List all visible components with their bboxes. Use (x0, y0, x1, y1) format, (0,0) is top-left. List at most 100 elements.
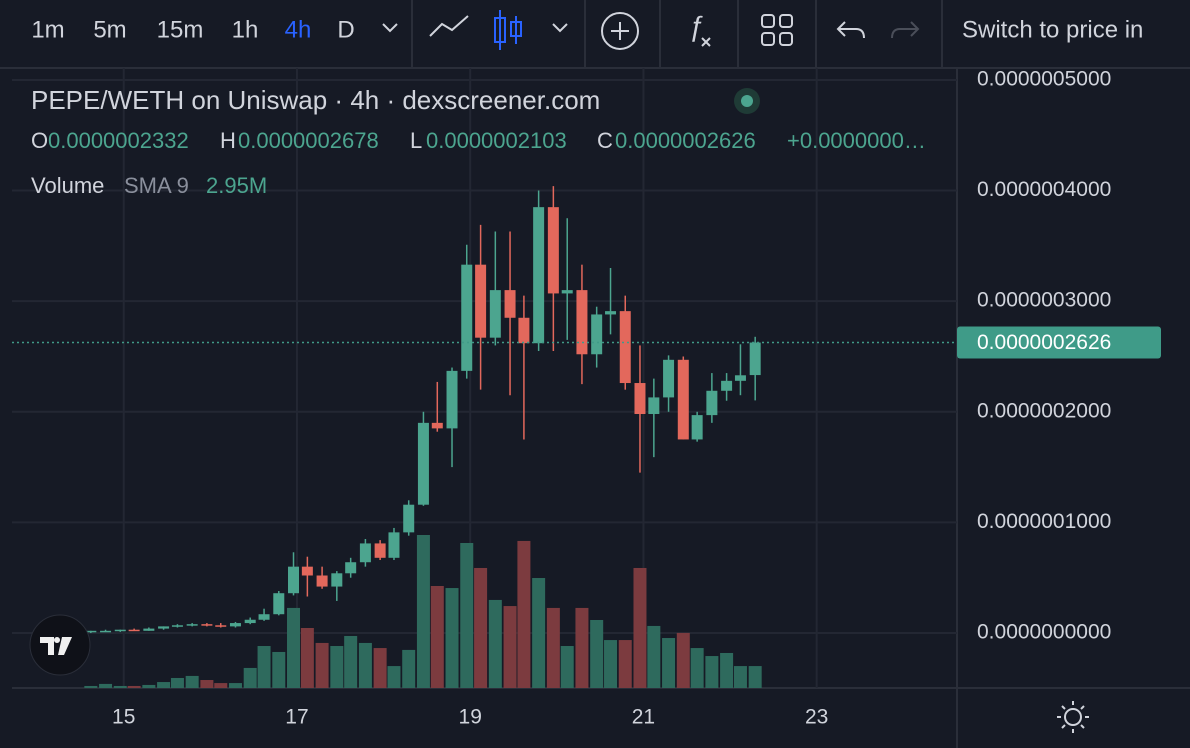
ohlc-key: C (597, 128, 613, 153)
volume-bar (546, 607, 560, 688)
undo-button[interactable] (836, 21, 865, 39)
legend-change: +0.0000000… (787, 128, 926, 153)
x-tick-label: 17 (285, 706, 308, 729)
volume-bar (257, 646, 271, 688)
volume-bar (358, 642, 372, 688)
volume-bar (185, 675, 199, 688)
interval-button[interactable]: 15m (157, 16, 204, 43)
volume-bar (460, 542, 474, 688)
candle-body (576, 290, 588, 355)
ohlc-key: H (220, 128, 236, 153)
volume-bar (402, 649, 416, 688)
volume-bar (214, 683, 228, 688)
sma-value: 2.95M (206, 173, 267, 198)
candle-body (475, 264, 487, 338)
candle-body (316, 575, 328, 587)
volume-bar (618, 640, 632, 688)
volume-bars (84, 535, 762, 688)
volume-bar (604, 640, 618, 688)
candle-body (721, 380, 733, 391)
volume-bar (142, 684, 156, 688)
volume-bar (157, 682, 171, 688)
candles (85, 186, 761, 634)
candle-body (301, 566, 313, 576)
candle-body (100, 630, 112, 633)
volume-bar (243, 667, 257, 688)
status-dot (741, 95, 753, 107)
candle-body (143, 628, 155, 631)
ohlc-value: 0.0000002103 (426, 128, 567, 153)
candle-body (85, 630, 97, 633)
add-indicator-button[interactable] (601, 12, 639, 50)
volume-bar (676, 632, 690, 688)
candle-body (229, 623, 241, 627)
interval-button[interactable]: 5m (93, 16, 126, 43)
candle-body (533, 207, 545, 344)
ohlc-key: O (31, 128, 48, 153)
candle-body (201, 624, 213, 626)
interval-button[interactable]: D (337, 16, 354, 43)
volume-bar (633, 567, 647, 688)
y-tick-label: 0.0000000000 (977, 621, 1111, 644)
volume-bar (287, 607, 301, 688)
candle-body (489, 290, 501, 338)
ohlc-value: 0.0000002678 (238, 128, 379, 153)
volume-bar (113, 685, 127, 688)
volume-bar (517, 540, 531, 688)
volume-bar (503, 606, 517, 688)
candle-body (734, 375, 746, 381)
candle-body (749, 342, 761, 376)
y-tick-label: 0.0000003000 (977, 289, 1111, 312)
volume-bar (488, 599, 502, 688)
volume-bar (733, 666, 747, 688)
candle-body (591, 314, 603, 355)
settings-button[interactable] (1057, 701, 1089, 733)
interval-menu[interactable] (382, 23, 398, 33)
last-price-label: 0.0000002626 (977, 331, 1111, 354)
layout-button[interactable] (761, 14, 793, 46)
volume-bar (99, 683, 113, 688)
candle-body (619, 311, 631, 384)
volume-bar (430, 586, 444, 688)
x-tick-label: 21 (632, 706, 655, 729)
candle-chart-button[interactable] (494, 10, 522, 50)
interval-button[interactable]: 4h (285, 16, 312, 43)
candle-body (547, 207, 559, 294)
switch-price-button[interactable]: Switch to price in (962, 16, 1143, 43)
volume-bar (474, 567, 488, 688)
function-button[interactable]: ƒ (688, 10, 711, 47)
candle-body (461, 264, 473, 371)
volume-bar (373, 648, 387, 688)
sma-label: SMA 9 (124, 173, 189, 198)
last-price-badge (957, 326, 1161, 359)
candle-body (504, 290, 516, 318)
interval-button[interactable]: 1m (31, 16, 64, 43)
volume-bar (748, 666, 762, 688)
volume-bar (720, 652, 734, 688)
volume-bar (575, 607, 589, 688)
chart-type-menu[interactable] (552, 23, 568, 33)
candle-body (691, 415, 703, 440)
interval-button[interactable]: 1h (232, 16, 259, 43)
volume-bar (315, 642, 329, 688)
ohlc-value: 0.0000002332 (48, 128, 189, 153)
volume-bar (127, 685, 141, 688)
candle-body (273, 593, 285, 615)
redo-button[interactable] (891, 21, 920, 39)
candle-body (677, 359, 689, 440)
candle-body (706, 390, 718, 416)
candle-body (171, 625, 183, 627)
volume-bar (344, 635, 358, 688)
volume-bar (532, 578, 546, 688)
toolbar (0, 0, 1190, 68)
candle-body (244, 619, 256, 624)
volume-bar (387, 666, 401, 688)
x-tick-label: 19 (459, 706, 482, 729)
volume-bar (272, 651, 286, 688)
volume-label: Volume (31, 173, 104, 198)
volume-bar (170, 677, 184, 688)
volume-bar (647, 625, 661, 688)
candle-body (518, 317, 530, 344)
volume-bar (300, 627, 314, 688)
line-chart-button[interactable] (429, 15, 469, 37)
